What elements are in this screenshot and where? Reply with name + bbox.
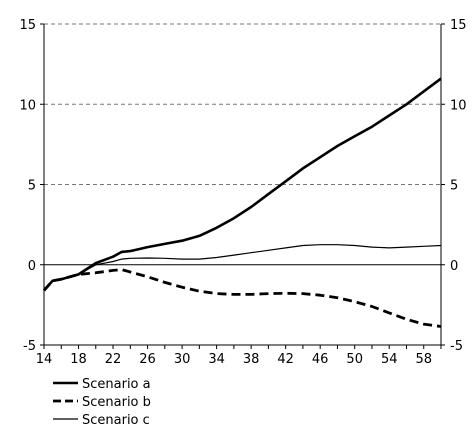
tick-labels: -5 -5 0 0 5 5 10 10 15 15 14 18 22 26 30 34 38 42 46 50 54 58: [19, 18, 466, 367]
gridlines: [44, 23, 441, 185]
y-tick-label-right: 0: [450, 259, 458, 274]
y-tick-label-right: -5: [450, 339, 463, 354]
x-tick-label: 54: [381, 352, 398, 367]
y-tick-label-left: -5: [23, 339, 36, 354]
y-tick-label-left: 5: [28, 179, 36, 194]
x-tick-label: 58: [415, 352, 432, 367]
y-tick-label-right: 10: [450, 98, 467, 113]
x-tick-label: 50: [346, 352, 363, 367]
x-tick-label: 18: [70, 352, 87, 367]
y-tick-label-right: 5: [450, 179, 458, 194]
series-line-2: [42, 268, 442, 328]
legend-label-1: Scenario a: [82, 377, 151, 392]
x-tick-label: 34: [208, 352, 225, 367]
legend: Scenario a Scenario b Scenario c: [53, 377, 151, 427]
x-tick-label: 22: [105, 352, 122, 367]
y-tick-label-left: 15: [19, 18, 36, 33]
y-tick-label-right: 15: [450, 18, 467, 33]
series-line-3: [43, 244, 442, 291]
x-tick-label: 30: [174, 352, 191, 367]
legend-label-3: Scenario c: [82, 413, 150, 427]
legend-label-2: Scenario b: [82, 395, 151, 410]
x-tick-label: 42: [277, 352, 294, 367]
series-lines: [42, 77, 442, 328]
series-line-1: [43, 77, 442, 292]
y-tick-label-left: 10: [19, 98, 36, 113]
x-tick-label: 26: [139, 352, 156, 367]
y-tick-label-left: 0: [28, 259, 36, 274]
axes: [40, 23, 445, 349]
x-tick-label: 38: [243, 352, 260, 367]
x-tick-label: 14: [36, 352, 53, 367]
x-tick-label: 46: [312, 352, 329, 367]
